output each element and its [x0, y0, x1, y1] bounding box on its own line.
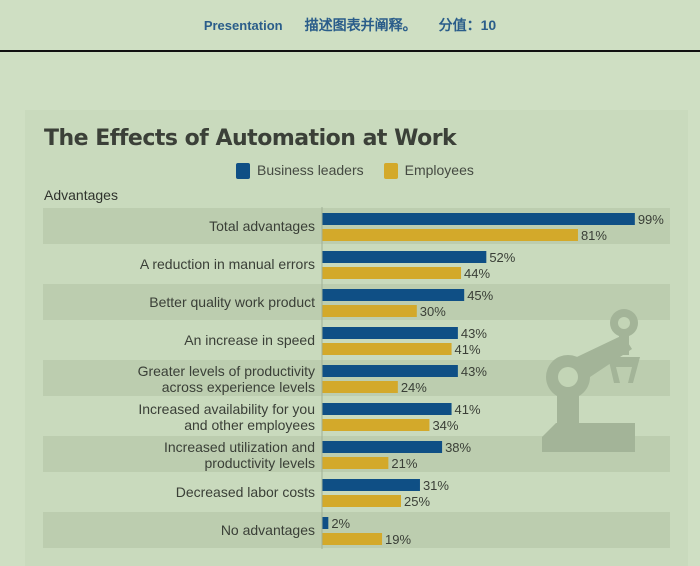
data-label: 41%: [455, 402, 481, 417]
data-label: 43%: [461, 326, 487, 341]
bar-business-leaders: [322, 213, 635, 225]
bar-employees: [322, 267, 462, 279]
category-label: across experience levels: [162, 379, 315, 395]
header-instruction: 描述图表并阐释。: [304, 17, 417, 33]
category-label: An increase in speed: [184, 332, 315, 348]
legend-swatch-yellow: [383, 163, 398, 180]
data-label: 19%: [385, 532, 411, 547]
legend-business-leaders: Business leaders: [236, 162, 364, 180]
category-label: Greater levels of productivity: [138, 363, 315, 379]
category-label: and other employees: [184, 417, 315, 433]
bar-business-leaders: [322, 251, 487, 263]
data-label: 25%: [404, 494, 430, 509]
page-header: Presentation 描述图表并阐释。 分值：10: [0, 0, 700, 52]
category-label: Better quality work product: [149, 294, 315, 310]
bar-employees: [322, 419, 430, 431]
legend-label: Employees: [404, 162, 474, 178]
bar-business-leaders: [322, 365, 458, 377]
data-label: 41%: [455, 342, 481, 357]
bar-business-leaders: [322, 441, 443, 453]
bar-employees: [322, 343, 452, 355]
category-label: productivity levels: [205, 455, 316, 471]
bar-employees: [322, 229, 578, 241]
data-label: 43%: [461, 364, 487, 379]
bar-employees: [322, 305, 417, 317]
bar-business-leaders: [322, 517, 329, 529]
data-label: 44%: [464, 266, 490, 281]
header-score: 分值：10: [438, 17, 497, 33]
data-label: 31%: [423, 478, 449, 493]
chart-title: The Effects of Automation at Work: [44, 126, 457, 151]
bar-business-leaders: [322, 327, 458, 339]
category-label: Total advantages: [209, 218, 315, 234]
category-label: Increased utilization and: [164, 439, 315, 455]
category-label: Decreased labor costs: [176, 484, 315, 500]
legend: Business leaders Employees: [236, 162, 474, 180]
data-label: 30%: [420, 304, 446, 319]
data-label: 34%: [432, 418, 458, 433]
bar-employees: [322, 533, 383, 545]
category-label: A reduction in manual errors: [140, 256, 315, 272]
data-label: 99%: [638, 212, 664, 227]
section-label: Advantages: [44, 187, 118, 203]
bar-employees: [322, 457, 389, 469]
legend-swatch-blue: [236, 163, 250, 180]
data-label: 45%: [467, 288, 493, 303]
robot-arm-icon: [542, 309, 640, 452]
bar-business-leaders: [322, 403, 452, 415]
data-label: 38%: [445, 440, 471, 455]
legend-employees: Employees: [383, 162, 474, 180]
category-label: Increased availability for you: [138, 401, 315, 417]
data-label: 21%: [391, 456, 417, 471]
bar-business-leaders: [322, 479, 420, 491]
header-presentation: Presentation: [203, 17, 283, 33]
data-label: 52%: [489, 250, 515, 265]
data-label: 24%: [401, 380, 427, 395]
data-label: 81%: [581, 228, 607, 243]
category-label: No advantages: [221, 522, 315, 538]
bar-employees: [322, 381, 398, 393]
bar-employees: [322, 495, 401, 507]
bar-business-leaders: [322, 289, 465, 301]
data-label: 2%: [331, 516, 350, 531]
legend-label: Business leaders: [257, 162, 364, 178]
